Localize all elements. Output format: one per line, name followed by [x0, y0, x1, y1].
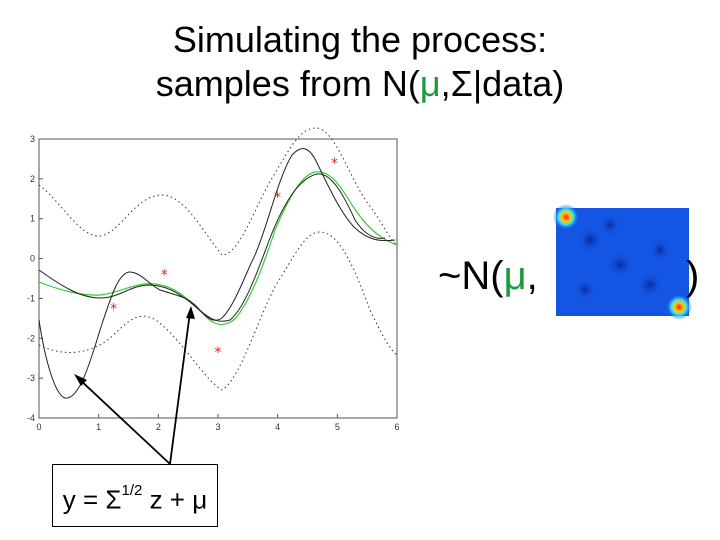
arrow-head-right [186, 306, 195, 319]
slide-title: Simulating the process: samples from N(μ… [0, 18, 720, 106]
title-mu: μ [419, 63, 441, 104]
observation-marker: * [331, 156, 338, 172]
dist-mu: μ [503, 254, 527, 298]
lower-band-curve [38, 231, 398, 391]
upper-band-curve [38, 127, 398, 256]
formula-rhs: z + μ [142, 484, 208, 515]
arrows [74, 306, 195, 465]
y-tick-label: -3 [27, 373, 35, 383]
y-tick-label: -2 [27, 333, 35, 343]
x-axis-ticks: 0 1 2 3 4 5 6 [36, 414, 400, 432]
distribution-label: ~N(μ, [438, 252, 538, 300]
y-tick-label: 0 [30, 254, 35, 264]
observation-marker: * [161, 268, 168, 284]
sample-formula-box: y = Σ1/2 z + μ [52, 464, 218, 527]
dist-prefix: ~N( [438, 254, 504, 298]
plot-frame [38, 138, 398, 419]
heatmap-blob [575, 280, 595, 300]
arrow-to-sample-right [169, 311, 191, 465]
sample-curve-wiggly [38, 148, 396, 399]
title-line-1: Simulating the process: [172, 19, 548, 60]
y-tick-label: 2 [30, 174, 35, 184]
heatmap-blob [650, 240, 670, 260]
arrow-head-left [74, 374, 87, 386]
formula-exponent: 1/2 [121, 482, 143, 499]
mean-curve [38, 171, 398, 326]
heatmap-hotspot-top-left [553, 204, 579, 230]
x-tick-label: 3 [215, 422, 220, 432]
observation-marker: * [274, 190, 281, 206]
formula-lhs: y = Σ [62, 484, 122, 515]
x-tick-label: 5 [335, 422, 340, 432]
x-tick-label: 6 [394, 422, 399, 432]
dist-comma: , [526, 254, 538, 298]
distribution-close-paren: ) [686, 254, 700, 298]
y-tick-label: -1 [27, 293, 35, 303]
heatmap-blob [600, 215, 620, 235]
y-axis-ticks: 3 2 1 0 -1 -2 -3 -4 [27, 134, 43, 423]
x-tick-label: 0 [36, 422, 41, 432]
arrow-to-sample-left [77, 377, 171, 465]
x-tick-label: 1 [96, 422, 101, 432]
x-tick-label: 2 [156, 422, 161, 432]
heatmap-hotspot-bottom-right [666, 294, 692, 320]
covariance-heatmap [553, 204, 692, 320]
title-prefix: samples from N( [155, 63, 420, 104]
title-line-2: samples from N(μ,Σ|data) [0, 62, 720, 106]
sample-curve-smooth [38, 173, 386, 322]
y-tick-label: -4 [27, 413, 35, 423]
x-tick-label: 4 [275, 422, 280, 432]
y-tick-label: 3 [30, 134, 35, 144]
y-tick-label: 1 [30, 214, 35, 224]
observation-marker: * [215, 345, 222, 361]
observation-points: * * * * * [110, 156, 338, 361]
observation-marker: * [110, 301, 117, 317]
heatmap-blob [638, 273, 662, 297]
title-suffix: ,Σ|data) [440, 63, 565, 104]
heatmap-blob [578, 228, 602, 252]
heatmap-blob [608, 253, 632, 277]
